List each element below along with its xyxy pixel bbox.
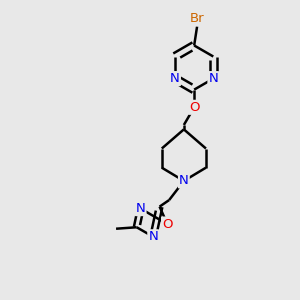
Text: N: N [208,72,218,85]
Text: N: N [170,72,180,85]
Text: N: N [136,202,146,215]
Text: N: N [179,174,189,188]
Text: O: O [189,101,200,114]
Text: N: N [148,230,158,243]
Text: Br: Br [190,13,204,26]
Text: O: O [162,218,172,230]
